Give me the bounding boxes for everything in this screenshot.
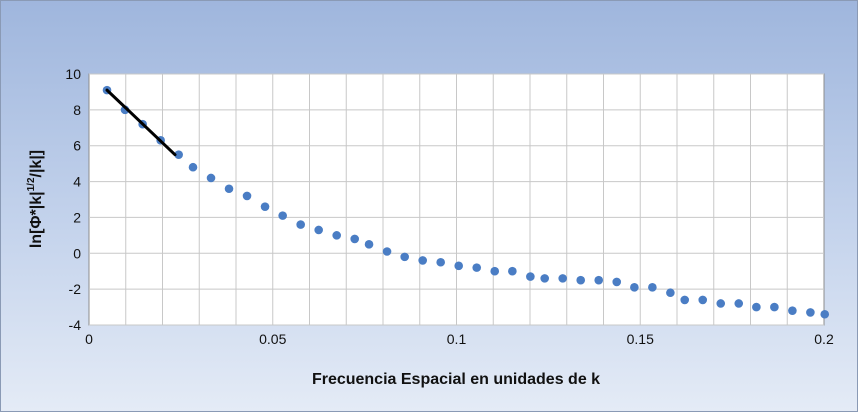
data-point — [508, 266, 517, 276]
y-tick-label: 10 — [65, 66, 81, 82]
y-tick-label: -2 — [69, 281, 82, 297]
grid-lines — [89, 73, 824, 326]
data-point — [350, 234, 360, 244]
data-point — [806, 308, 815, 317]
y-tick-label: -4 — [69, 317, 82, 333]
y-axis-label-sup: 1/2 — [26, 177, 37, 191]
data-point — [454, 261, 464, 271]
y-axis-label-suffix: /|k|] — [28, 150, 45, 178]
data-point — [296, 220, 305, 229]
data-point — [734, 299, 744, 308]
y-axis-label-prefix: ln[Φ*|k| — [28, 191, 45, 248]
data-point — [224, 184, 234, 194]
data-point — [332, 231, 341, 240]
data-point — [436, 257, 445, 267]
data-point — [788, 306, 797, 315]
data-point — [278, 211, 287, 220]
data-point — [770, 302, 779, 312]
y-tick-label: 2 — [73, 209, 81, 225]
x-tick-label: 0.1 — [447, 331, 467, 347]
data-point — [490, 266, 500, 276]
data-point — [666, 288, 675, 298]
data-point — [188, 162, 198, 172]
data-point — [526, 272, 535, 281]
data-point — [698, 295, 708, 305]
data-point — [206, 173, 216, 183]
x-tick-label: 0.05 — [259, 331, 286, 347]
data-point — [594, 275, 604, 285]
data-point — [400, 252, 409, 262]
data-point — [382, 247, 392, 256]
y-axis-ticks: -4 -2 0 2 4 6 8 10 — [65, 66, 81, 333]
data-point — [540, 274, 549, 283]
data-point — [820, 309, 830, 319]
data-point — [418, 256, 427, 265]
x-tick-label: 0 — [85, 331, 93, 347]
y-tick-label: 0 — [73, 245, 81, 261]
data-point — [314, 225, 323, 235]
fit-line-group — [105, 88, 177, 157]
y-axis-label: ln[Φ*|k|1/2/|k|] — [26, 150, 45, 248]
x-axis-ticks: 0 0.05 0.1 0.15 0.2 — [85, 331, 834, 347]
data-point — [558, 274, 568, 283]
data-point — [260, 202, 270, 211]
data-point — [242, 191, 252, 201]
data-point — [174, 150, 183, 159]
data-point — [472, 263, 482, 272]
x-axis-label: Frecuencia Espacial en unidades de k — [312, 371, 600, 388]
y-tick-label: 4 — [73, 174, 81, 190]
y-tick-label: 8 — [73, 102, 81, 118]
x-tick-label: 0.15 — [627, 331, 654, 347]
data-point — [364, 240, 374, 249]
data-point — [752, 302, 761, 312]
data-point — [648, 283, 657, 292]
fit-line — [105, 88, 177, 157]
data-point — [716, 299, 726, 308]
data-point — [630, 283, 639, 292]
data-point — [612, 277, 622, 287]
x-tick-label: 0.2 — [814, 331, 834, 347]
y-tick-label: 6 — [73, 138, 81, 154]
data-point — [680, 295, 690, 305]
data-point — [576, 275, 586, 285]
